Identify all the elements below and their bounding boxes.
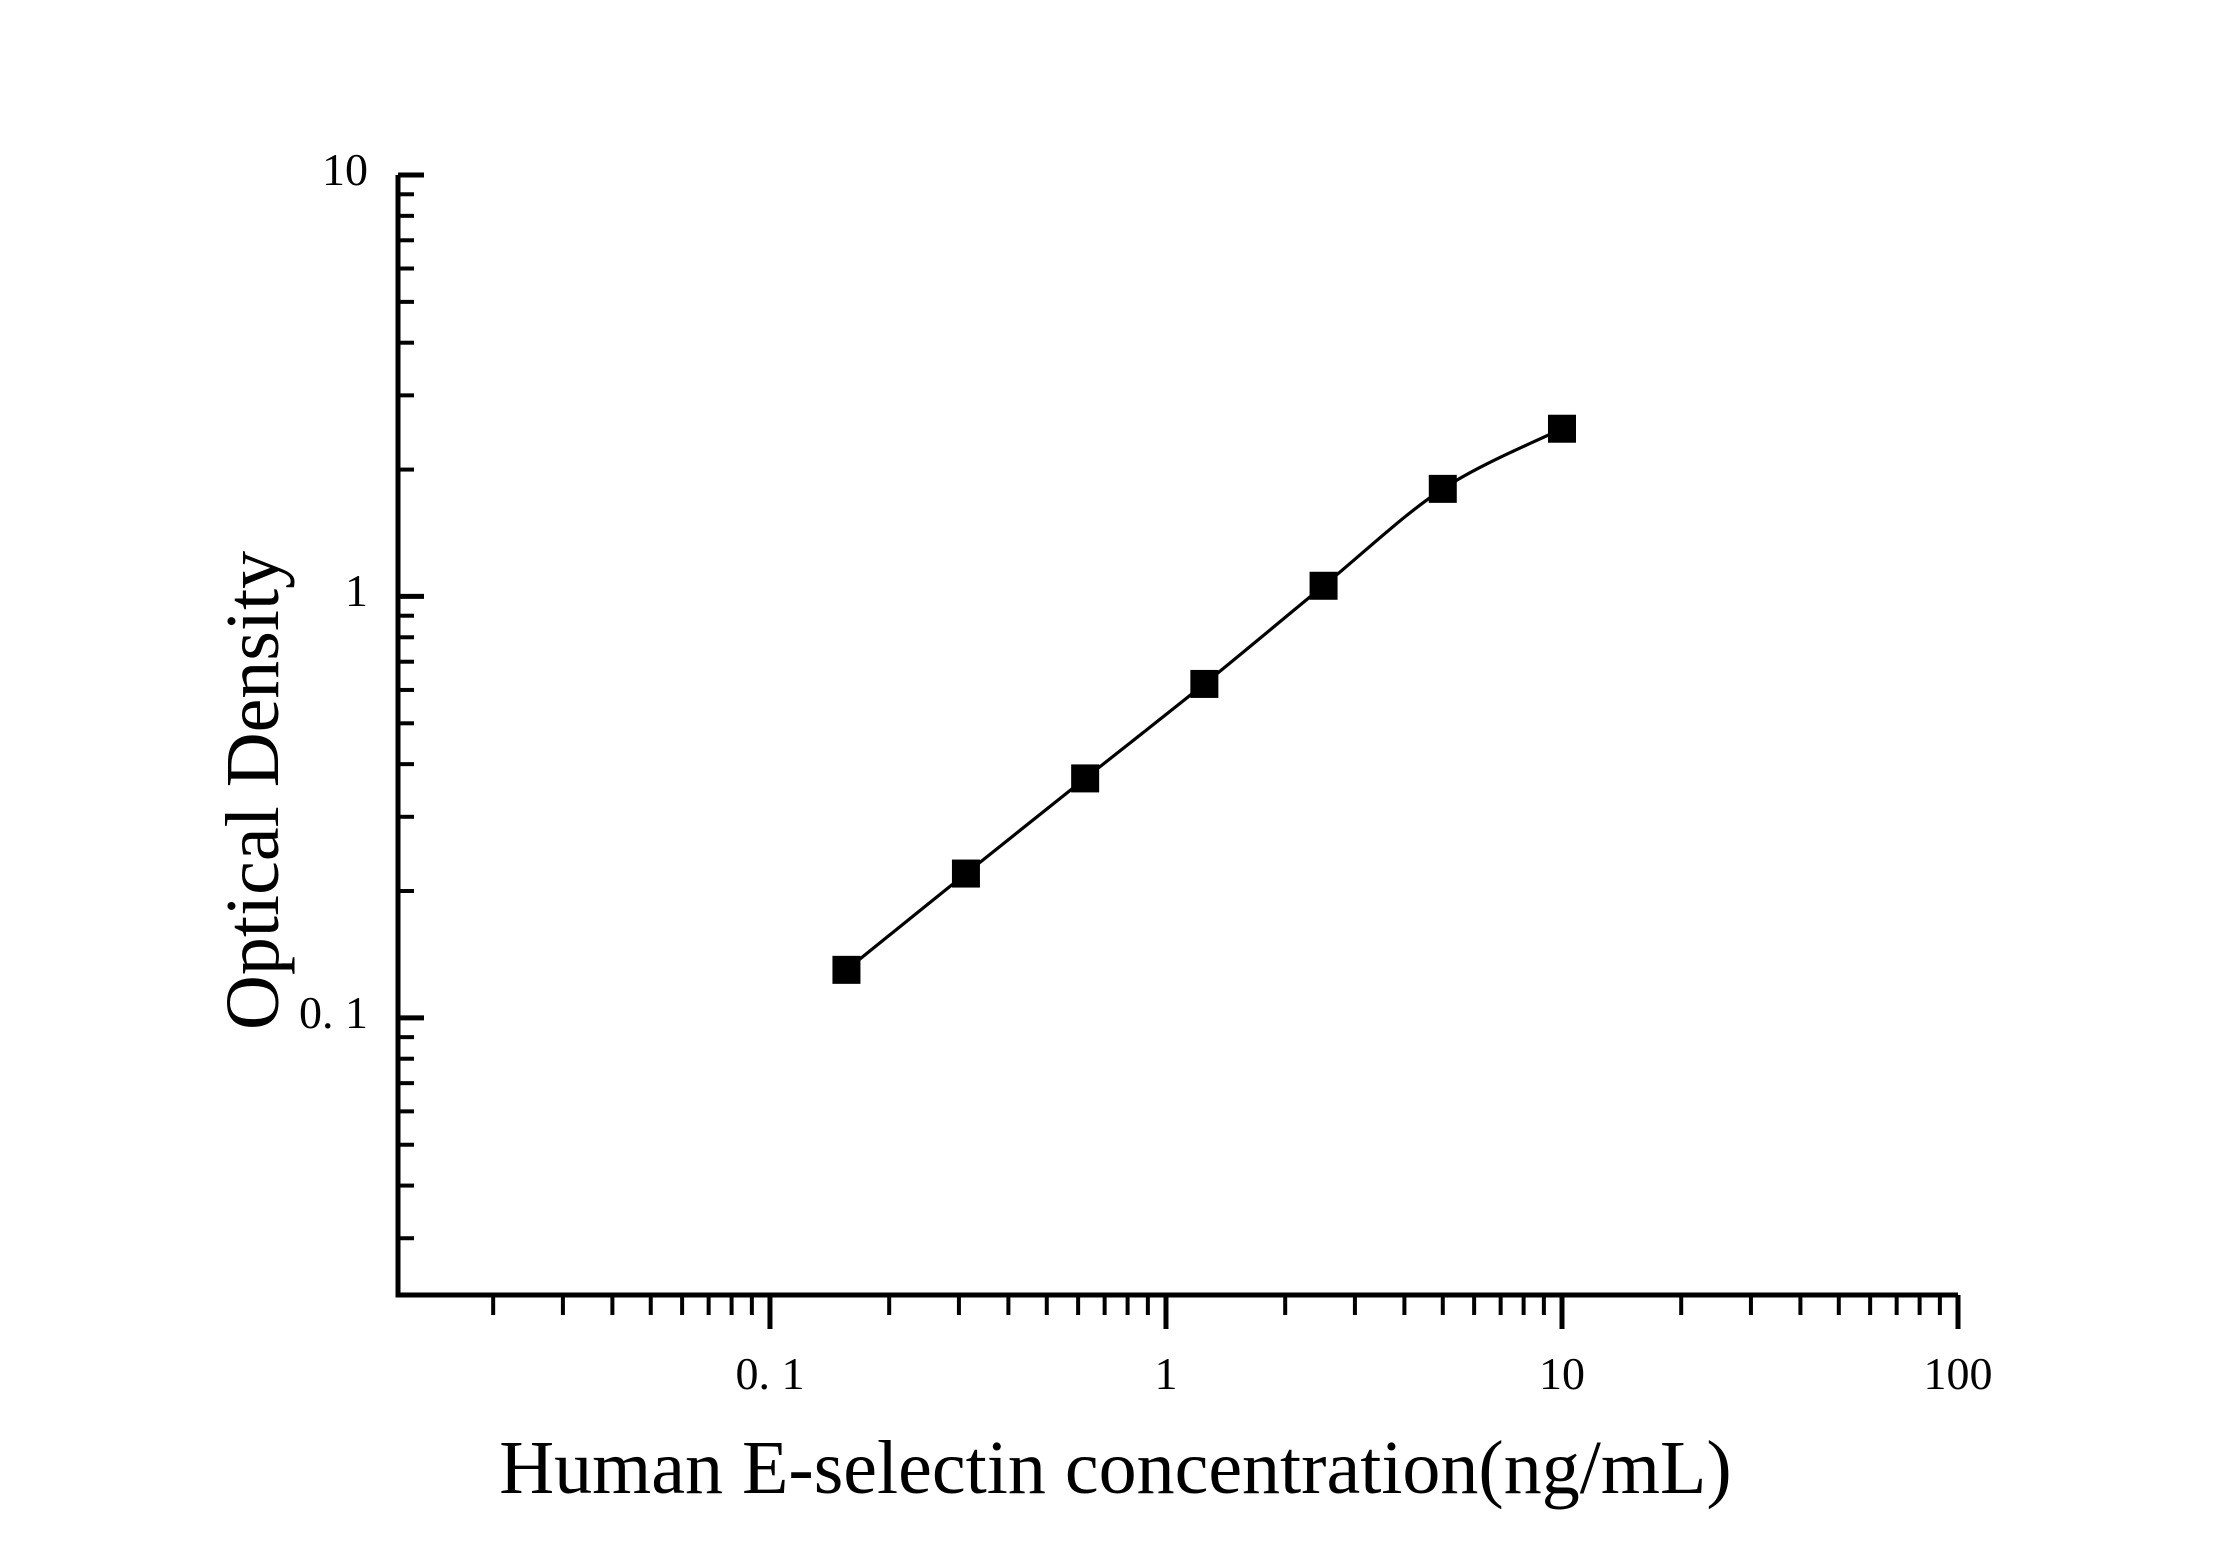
data-markers (832, 414, 1576, 984)
x-tick-label-100: 100 (1923, 1348, 1993, 1399)
y-tick-label-1: 1 (345, 565, 368, 617)
x-tick-label-10: 10 (1538, 1348, 1585, 1399)
y-tick-label-0-1: 0. 1 (299, 986, 368, 1038)
x-axis-ticks (491, 1295, 1961, 1329)
y-tick-label-10: 10 (322, 144, 368, 195)
x-tick-label-0-1: 0. 1 (735, 1348, 805, 1399)
y-axis-title: Optical Density (211, 550, 295, 1030)
x-tick-label-1: 1 (1154, 1348, 1178, 1399)
x-axis-title: Human E-selectin concentration(ng/mL) (499, 1426, 1732, 1510)
y-axis-ticks (398, 172, 424, 1241)
axis-lines (395, 175, 1958, 1298)
